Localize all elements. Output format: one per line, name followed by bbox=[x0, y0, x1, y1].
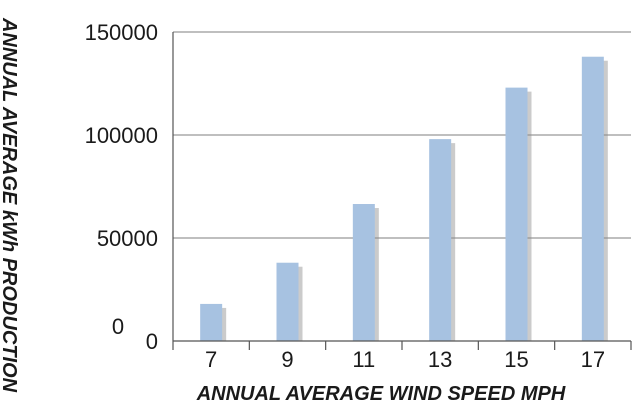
y-tick-label: 50000 bbox=[97, 226, 158, 251]
bar bbox=[582, 57, 604, 341]
bar-shadows bbox=[204, 61, 608, 341]
bar bbox=[429, 139, 451, 341]
bar bbox=[200, 304, 222, 341]
y-axis-title: ANNUAL AVERAGE kWh PRODUCTION bbox=[0, 17, 20, 393]
bar bbox=[277, 263, 299, 341]
y-tick-label: 100000 bbox=[85, 123, 158, 148]
y-tick-label: 0 bbox=[146, 329, 158, 354]
bars bbox=[200, 57, 604, 341]
x-tick-label: 15 bbox=[504, 347, 528, 372]
bar bbox=[353, 204, 375, 341]
axes bbox=[173, 32, 631, 350]
x-tick-label: 11 bbox=[352, 347, 375, 372]
x-tick-label: 9 bbox=[281, 347, 293, 372]
y-axis-extra-label: 0 bbox=[112, 314, 124, 339]
y-tick-label: 150000 bbox=[85, 20, 158, 45]
x-tick-labels: 7 9 11 13 15 17 bbox=[205, 347, 605, 372]
x-axis-title: ANNUAL AVERAGE WIND SPEED MPH bbox=[196, 383, 566, 405]
x-tick-label: 7 bbox=[205, 347, 217, 372]
bar bbox=[506, 88, 528, 341]
x-tick-label: 13 bbox=[428, 347, 452, 372]
gridlines bbox=[173, 32, 631, 238]
x-tick-label: 17 bbox=[581, 347, 605, 372]
y-tick-labels: 0 50000 100000 150000 bbox=[85, 20, 158, 354]
